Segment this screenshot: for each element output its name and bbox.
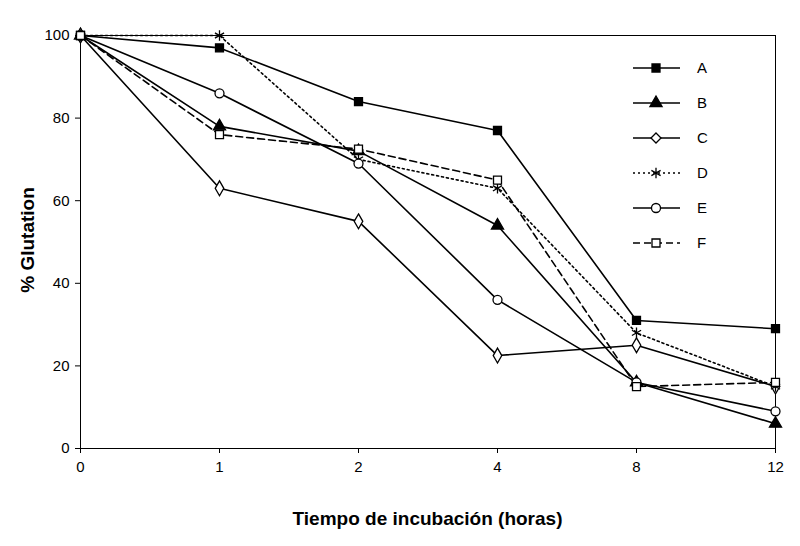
html-text:Tiempo de incubación (horas): Tiempo de incubación (horas) <box>292 508 563 529</box>
svg-text:0: 0 <box>61 439 69 456</box>
svg-text:2: 2 <box>354 458 362 475</box>
svg-text:A: A <box>697 59 707 76</box>
svg-text:60: 60 <box>53 192 70 209</box>
svg-text:E: E <box>697 199 707 216</box>
svg-text:0: 0 <box>76 458 84 475</box>
svg-text:8: 8 <box>632 458 640 475</box>
svg-text:F: F <box>697 234 706 251</box>
svg-text:4: 4 <box>493 458 501 475</box>
svg-text:1: 1 <box>215 458 223 475</box>
svg-text:B: B <box>697 94 707 111</box>
html-text:% Glutation: % Glutation <box>17 187 38 293</box>
svg-text:C: C <box>697 129 708 146</box>
svg-text:20: 20 <box>53 357 70 374</box>
svg-text:40: 40 <box>53 274 70 291</box>
svg-text:D: D <box>697 164 708 181</box>
svg-text:100: 100 <box>44 26 69 43</box>
svg-text:80: 80 <box>53 109 70 126</box>
svg-text:12: 12 <box>767 458 784 475</box>
